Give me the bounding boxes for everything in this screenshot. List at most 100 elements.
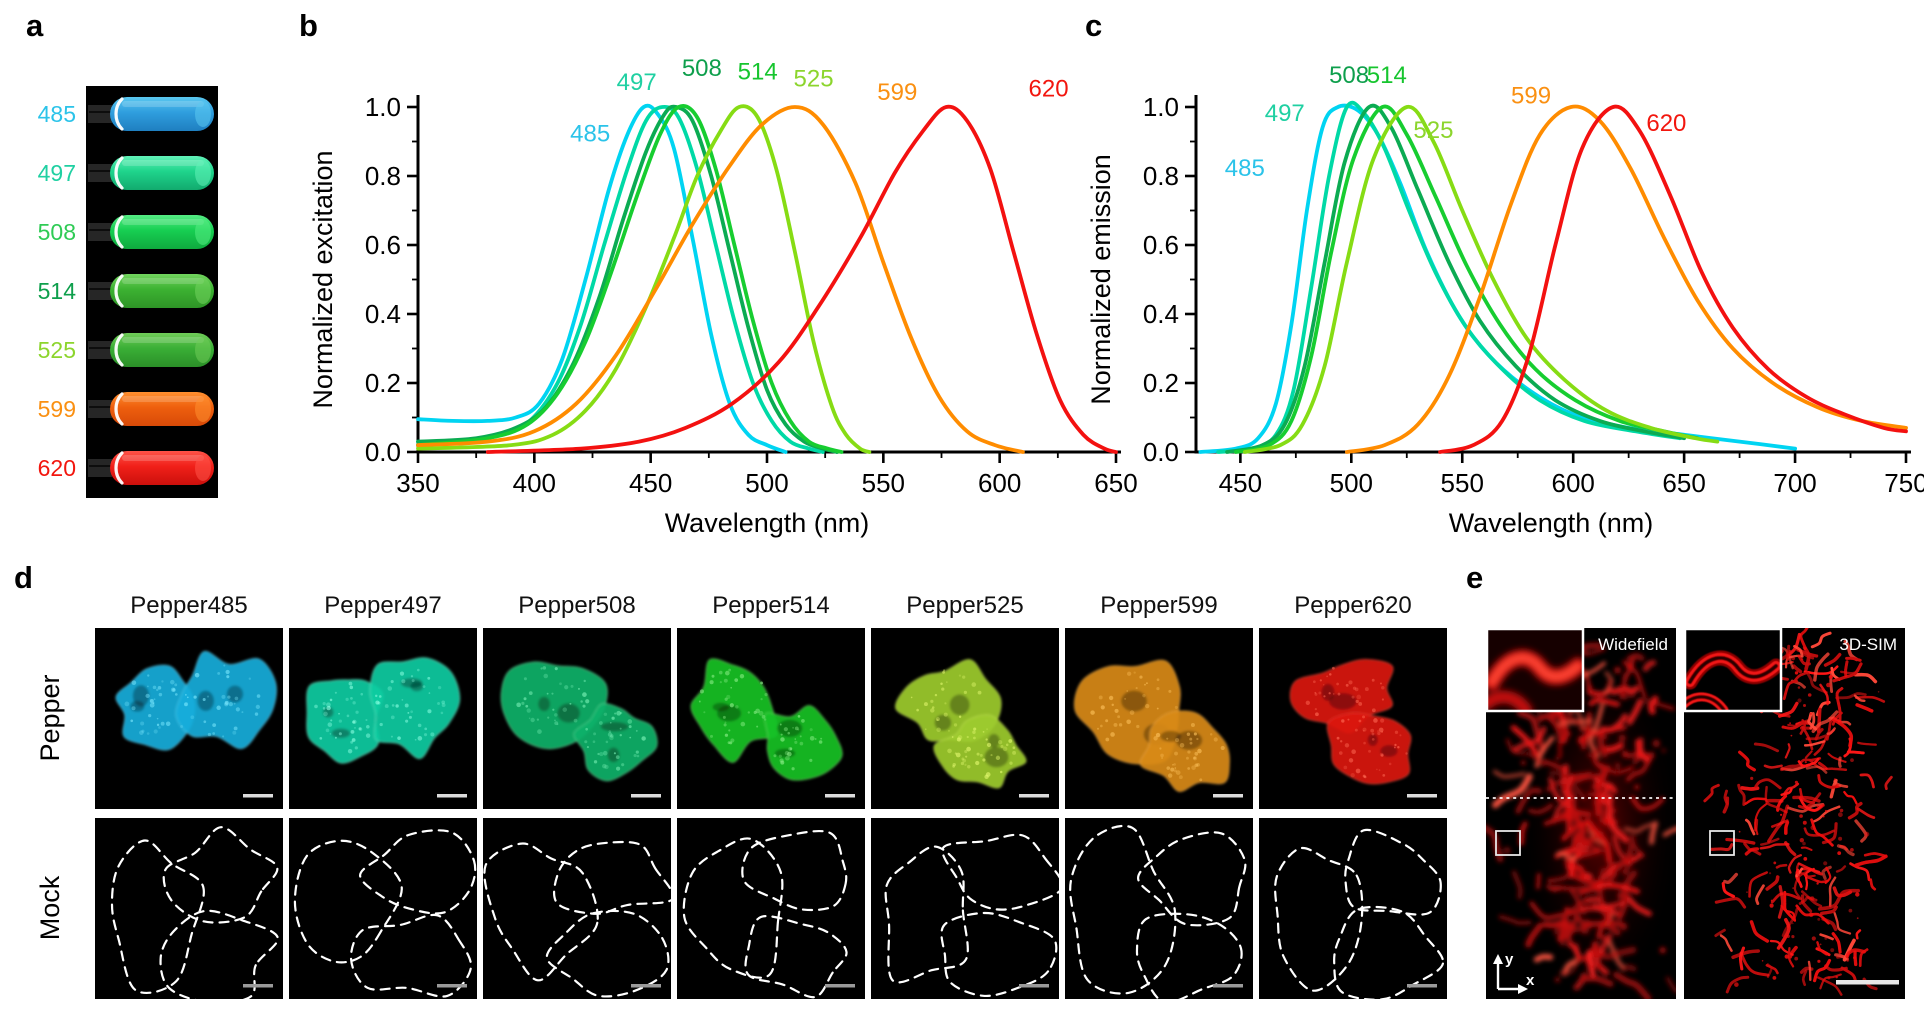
x-tick-label: 600 [978,468,1021,498]
tube-label: 620 [37,455,76,481]
panel-c-label: c [1085,8,1103,43]
fluorescent-tube [88,392,214,426]
mock-micrograph [1259,818,1447,999]
tube-meniscus [114,451,124,485]
tube-label: 497 [37,160,76,186]
tube-cap [88,164,112,182]
inset-scene [1486,628,1584,712]
tube-photo [86,86,218,498]
pepper-cell-image-485 [95,628,283,809]
x-tick-label: 350 [396,468,439,498]
mitochondria [1703,628,1893,996]
peak-label-599: 599 [1511,83,1551,110]
sim-label: 3D-SIM [1839,635,1897,654]
excitation-curve-525 [416,104,872,454]
emission-curve-599 [1345,104,1908,454]
widefield-micrograph: yx [1486,628,1676,999]
cell-speckles [124,664,261,738]
column-header: Pepper599 [1100,592,1218,619]
fluorescent-tube [88,97,214,131]
y-tick-label: 0.6 [1143,230,1179,260]
cell-outline [162,826,279,924]
pepper-cell-image-525 [871,628,1059,809]
spectra-charts: 350 400 450 500 550 600 6500.00.20.40.60.81.0W… [308,55,1924,538]
y-tick-label: 0.6 [365,230,401,260]
column-header: Pepper497 [324,592,442,619]
x-arrow [1518,984,1528,994]
peak-label-508: 508 [682,55,722,82]
cell-outline [744,915,848,999]
excitation-curve-514 [416,104,844,454]
sim-image: 3D-SIM [1684,628,1905,999]
emission-curve-525 [1242,105,1720,454]
y-tick-label: 1.0 [365,92,401,122]
panel-e-label: e [1466,560,1484,595]
peak-label-525: 525 [1413,117,1453,144]
tube-label: 514 [37,278,76,304]
scale-bar [1019,984,1049,988]
pepper-micrograph [1065,628,1253,809]
scale-bar [1407,794,1437,798]
tube-label: 485 [37,101,76,127]
x-tick-label: 450 [1219,468,1262,498]
tube-body [110,274,214,308]
emission-curve-620 [1438,104,1908,454]
tube-body [110,97,214,131]
x-tick-label: 650 [1094,468,1137,498]
mock-cell-image-485 [95,818,283,999]
x-tick-label: 550 [862,468,905,498]
tube-meniscus [114,97,124,131]
cell-outline [1135,912,1243,999]
pepper-cell-image-620 [1259,628,1447,809]
inset-scene [1684,628,1782,712]
mock-cell-image-508 [483,818,671,999]
tube-body [110,156,214,190]
zoom-inset [1486,628,1585,713]
cell-speckles [910,669,1017,780]
cell-speckles [314,668,446,754]
tube-cap [88,105,112,123]
mock-micrograph [289,818,477,999]
mock-cell-image-525 [871,818,1059,999]
x-tick-label: 750 [1884,468,1924,498]
emission-plot: 450 500 550 600 650 700 750 0.0 0.2 0.4 0.6 0.8 1.0 W… [1086,62,1924,538]
cell-outline [359,829,477,915]
y-tick-label: 0.0 [1143,437,1179,467]
cell-outline [545,909,670,998]
tube-cap [88,341,112,359]
column-header: Pepper514 [712,592,830,619]
pepper-micrograph [1259,628,1447,809]
column-header: Pepper620 [1294,592,1412,619]
y-tick-label: 0.4 [1143,299,1179,329]
tube-body [110,392,214,426]
tube-cap [88,223,112,241]
mock-micrograph [95,818,283,999]
pepper-micrograph [289,628,477,809]
pepper-micrograph [871,628,1059,809]
cell-outline [1274,846,1364,992]
y-tick-label: 0.0 [365,437,401,467]
scale-bar [243,984,273,988]
tube-body [110,333,214,367]
scale-bar [1213,984,1243,988]
cell-outline [1333,905,1445,999]
cell-speckles [698,668,823,771]
emission-curve-514 [1234,104,1700,454]
x-tick-label: 550 [1441,468,1484,498]
y-axis-title: Normalized emission [1086,154,1116,405]
fluorescent-tube [88,215,214,249]
peak-label-485: 485 [1225,155,1265,182]
mock-cell-image-620 [1259,818,1447,999]
peak-label-485: 485 [570,121,610,148]
sim-micrograph [1684,628,1905,999]
x-tick-label: 450 [629,468,672,498]
y-axis-label: y [1505,951,1514,968]
column-header: Pepper508 [518,592,636,619]
y-tick-label: 0.4 [365,299,401,329]
inset-border [1486,628,1585,713]
roi-box [1709,830,1735,856]
pepper-micrograph [483,628,671,809]
tube-cap [88,459,112,477]
row-label-pepper: Pepper [35,674,65,762]
